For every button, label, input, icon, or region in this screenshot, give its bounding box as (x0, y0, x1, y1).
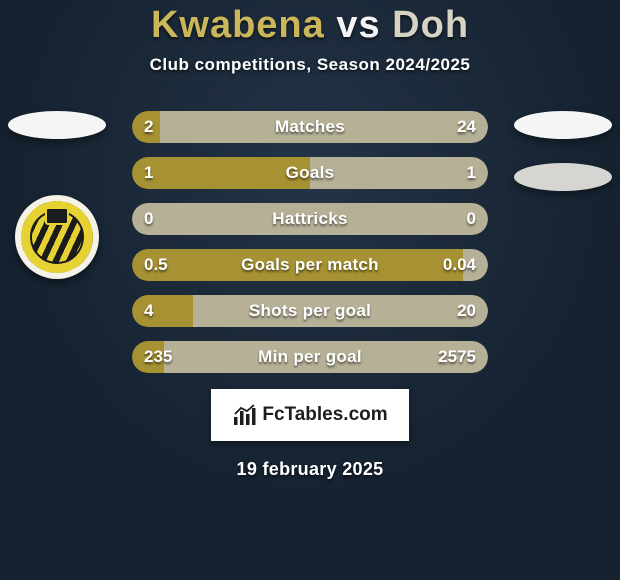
player2-club-placeholder (514, 163, 612, 191)
stat-label: Min per goal (258, 347, 362, 367)
stat-value-right: 0.04 (443, 255, 476, 275)
stat-value-left: 2 (144, 117, 153, 137)
player2-name: Doh (392, 4, 469, 46)
stat-value-left: 0 (144, 209, 153, 229)
stat-value-right: 20 (457, 301, 476, 321)
stat-label: Hattricks (272, 209, 347, 229)
branding-text: FcTables.com (262, 404, 387, 426)
stat-value-right: 24 (457, 117, 476, 137)
stat-value-left: 0.5 (144, 255, 168, 275)
stat-value-right: 2575 (438, 347, 476, 367)
stat-value-right: 0 (467, 209, 476, 229)
stat-label: Matches (275, 117, 345, 137)
player1-name: Kwabena (151, 4, 325, 46)
branding-badge: FcTables.com (211, 389, 409, 441)
stat-bar: Min per goal 235 2575 (132, 341, 488, 373)
stat-value-left: 1 (144, 163, 153, 183)
stat-label: Shots per goal (249, 301, 371, 321)
vs-label: vs (336, 4, 380, 46)
stat-label: Goals (286, 163, 335, 183)
player2-photo-placeholder (514, 111, 612, 139)
stat-bar: Shots per goal 4 20 (132, 295, 488, 327)
stat-label: Goals per match (241, 255, 379, 275)
player1-photo-placeholder (8, 111, 106, 139)
stat-bar: Matches 2 24 (132, 111, 488, 143)
club-badge (15, 195, 99, 279)
stat-bar: Hattricks 0 0 (132, 203, 488, 235)
comparison-bars: Matches 2 24 Goals 1 1 Hattricks 0 0 Goals per ma… (132, 111, 488, 373)
chart-icon (232, 403, 256, 427)
comparison-title: Kwabena vs Doh (151, 4, 469, 47)
stat-value-left: 235 (144, 347, 172, 367)
stat-value-left: 4 (144, 301, 153, 321)
stat-bar: Goals 1 1 (132, 157, 488, 189)
subtitle: Club competitions, Season 2024/2025 (150, 55, 471, 75)
stat-bar: Goals per match 0.5 0.04 (132, 249, 488, 281)
date-label: 19 february 2025 (237, 459, 384, 480)
stat-value-right: 1 (467, 163, 476, 183)
